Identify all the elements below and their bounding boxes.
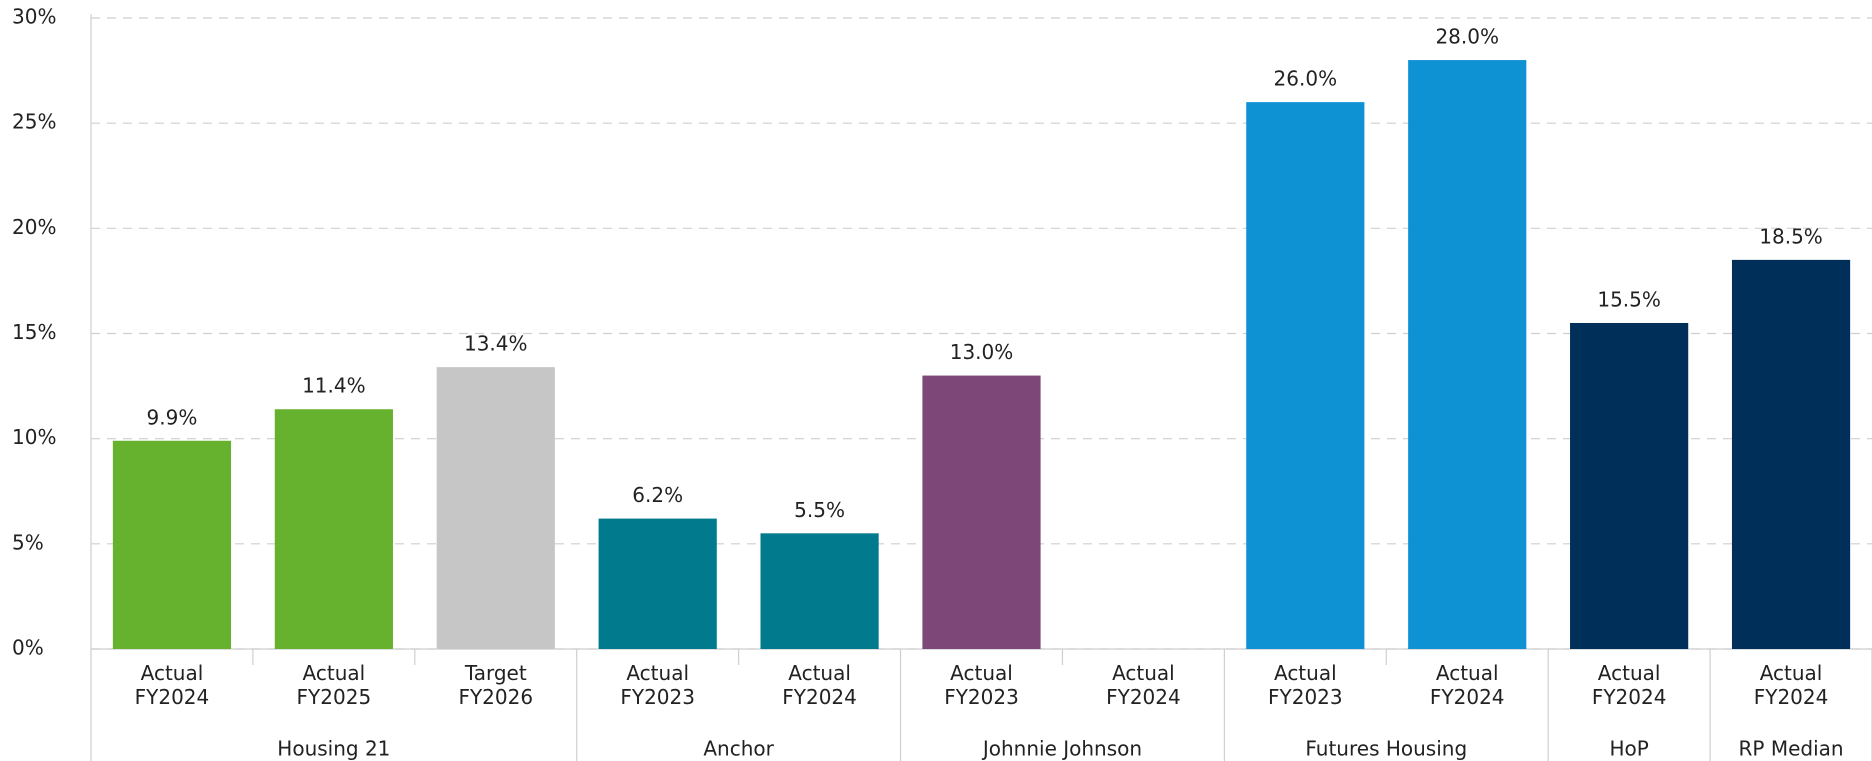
y-tick-label: 0% xyxy=(12,636,44,660)
value-label: 28.0% xyxy=(1435,25,1499,49)
bar xyxy=(1408,60,1527,650)
value-label: 5.5% xyxy=(794,498,845,522)
label-line: FY2024 xyxy=(1592,685,1667,709)
label-line: Actual xyxy=(626,661,689,685)
bar xyxy=(598,518,717,649)
label-line: FY2024 xyxy=(1106,685,1181,709)
x-tick-label: Actual FY2024 xyxy=(135,661,210,709)
label-line: FY2024 xyxy=(1430,685,1505,709)
y-tick-label: 25% xyxy=(12,110,56,134)
label-line: Actual xyxy=(1274,661,1337,685)
label-line: Actual xyxy=(303,661,366,685)
group-label: RP Median xyxy=(1739,737,1844,761)
x-tick-label: Actual FY2024 xyxy=(1430,661,1505,709)
group-label: Housing 21 xyxy=(277,737,390,761)
y-tick-label: 30% xyxy=(12,5,56,29)
label-line: FY2024 xyxy=(1754,685,1829,709)
y-tick-label: 5% xyxy=(12,530,44,554)
group-label: Futures Housing xyxy=(1305,737,1467,761)
x-tick-label: Actual FY2024 xyxy=(1592,661,1667,709)
label-line: Target xyxy=(464,661,527,685)
bar xyxy=(436,367,555,649)
bar xyxy=(1246,102,1365,650)
value-label: 13.0% xyxy=(950,340,1014,364)
label-line: Actual xyxy=(1436,661,1499,685)
label-line: Actual xyxy=(1112,661,1175,685)
group-label: Anchor xyxy=(703,737,774,761)
value-label: 26.0% xyxy=(1274,67,1338,91)
value-label: 6.2% xyxy=(632,483,683,507)
x-tick-label: Actual FY2023 xyxy=(1268,661,1343,709)
y-tick-label: 15% xyxy=(12,320,56,344)
x-tick-label: Actual FY2023 xyxy=(944,661,1019,709)
x-tick-label: Actual FY2024 xyxy=(782,661,857,709)
label-line: FY2026 xyxy=(458,685,533,709)
label-line: Actual xyxy=(788,661,851,685)
bar xyxy=(112,440,232,649)
bar xyxy=(922,375,1041,649)
x-tick-label: Actual FY2023 xyxy=(620,661,695,709)
value-label: 18.5% xyxy=(1759,224,1823,248)
y-tick-label: 10% xyxy=(12,425,56,449)
label-line: Actual xyxy=(1760,661,1823,685)
value-label: 9.9% xyxy=(147,405,198,429)
bar xyxy=(760,533,879,649)
x-tick-label: Target FY2026 xyxy=(458,661,533,709)
y-tick-label: 20% xyxy=(12,215,56,239)
label-line: Actual xyxy=(141,661,204,685)
label-line: FY2024 xyxy=(782,685,857,709)
group-label: HoP xyxy=(1609,737,1648,761)
value-label: 15.5% xyxy=(1597,287,1661,311)
value-label: 13.4% xyxy=(464,332,528,356)
bar xyxy=(274,409,393,649)
label-line: FY2024 xyxy=(135,685,210,709)
label-line: Actual xyxy=(1598,661,1661,685)
value-label: 11.4% xyxy=(302,374,366,398)
label-line: FY2023 xyxy=(620,685,695,709)
label-line: FY2025 xyxy=(297,685,372,709)
label-line: Actual xyxy=(950,661,1013,685)
group-label: Johnnie Johnson xyxy=(981,737,1142,761)
x-tick-label: Actual FY2025 xyxy=(297,661,372,709)
bar xyxy=(1731,259,1851,649)
bar xyxy=(1570,322,1689,649)
label-line: FY2023 xyxy=(944,685,1019,709)
x-tick-label: Actual FY2024 xyxy=(1106,661,1181,709)
x-tick-label: Actual FY2024 xyxy=(1754,661,1829,709)
label-line: FY2023 xyxy=(1268,685,1343,709)
